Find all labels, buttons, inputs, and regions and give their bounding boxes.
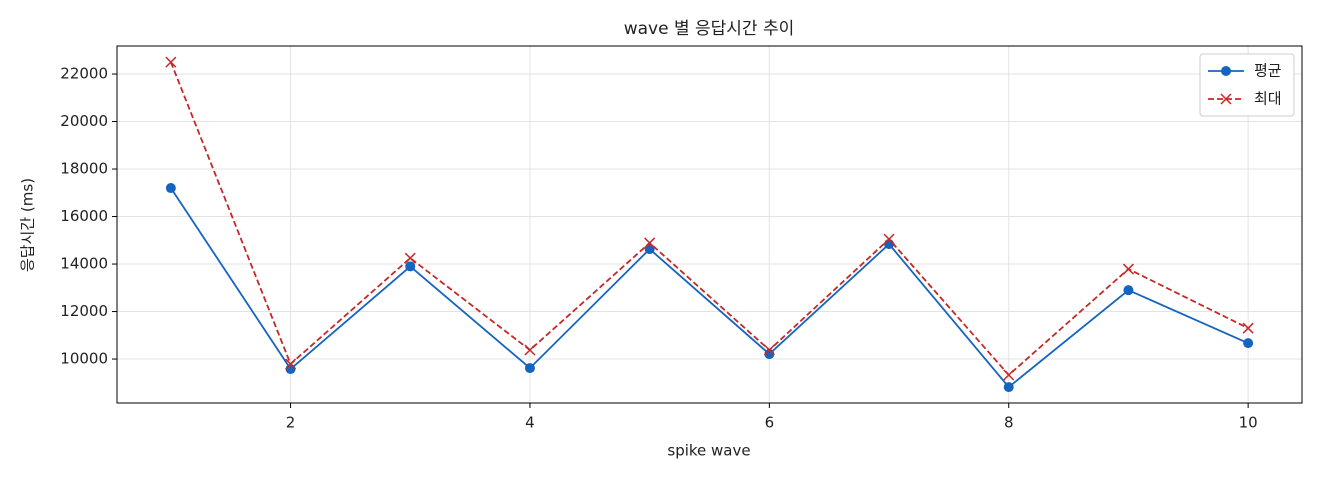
y-tick-label: 14000 bbox=[60, 255, 108, 273]
marker bbox=[165, 183, 176, 194]
x-tick-label: 2 bbox=[286, 414, 296, 432]
marker bbox=[524, 344, 536, 356]
y-tick-label: 10000 bbox=[60, 350, 108, 368]
legend-label: 평균 bbox=[1254, 62, 1282, 80]
y-axis-label: 응답시간 (ms) bbox=[19, 178, 37, 272]
marker bbox=[404, 252, 416, 264]
marker bbox=[524, 363, 535, 374]
y-tick-label: 22000 bbox=[60, 65, 108, 83]
y-tick-label: 16000 bbox=[60, 207, 108, 225]
marker bbox=[763, 344, 775, 356]
marker bbox=[165, 56, 177, 68]
marker bbox=[1220, 93, 1232, 105]
marker bbox=[644, 244, 655, 255]
marker bbox=[1243, 338, 1254, 349]
marker bbox=[1122, 263, 1134, 275]
chart-title: wave 별 응답시간 추이 bbox=[624, 19, 795, 39]
line bbox=[170, 187, 1249, 389]
y-tick-label: 18000 bbox=[60, 160, 108, 178]
x-tick-label: 8 bbox=[1004, 414, 1014, 432]
line bbox=[170, 61, 1249, 377]
x-tick-label: 6 bbox=[765, 414, 775, 432]
y-tick-label: 12000 bbox=[60, 302, 108, 320]
marker bbox=[285, 364, 296, 375]
marker bbox=[1221, 66, 1231, 76]
x-tick-label: 4 bbox=[525, 414, 535, 432]
marker bbox=[644, 237, 656, 249]
marker bbox=[405, 261, 416, 272]
marker bbox=[1003, 369, 1015, 381]
x-axis-label: spike wave bbox=[667, 442, 750, 460]
marker bbox=[1123, 285, 1134, 296]
marker bbox=[285, 358, 297, 370]
marker bbox=[883, 233, 895, 245]
marker bbox=[1003, 382, 1014, 393]
y-tick-label: 20000 bbox=[60, 112, 108, 130]
x-tick-label: 10 bbox=[1239, 414, 1258, 432]
legend-label: 최대 bbox=[1254, 90, 1282, 108]
plot-frame bbox=[116, 45, 1303, 404]
marker bbox=[1242, 322, 1254, 334]
